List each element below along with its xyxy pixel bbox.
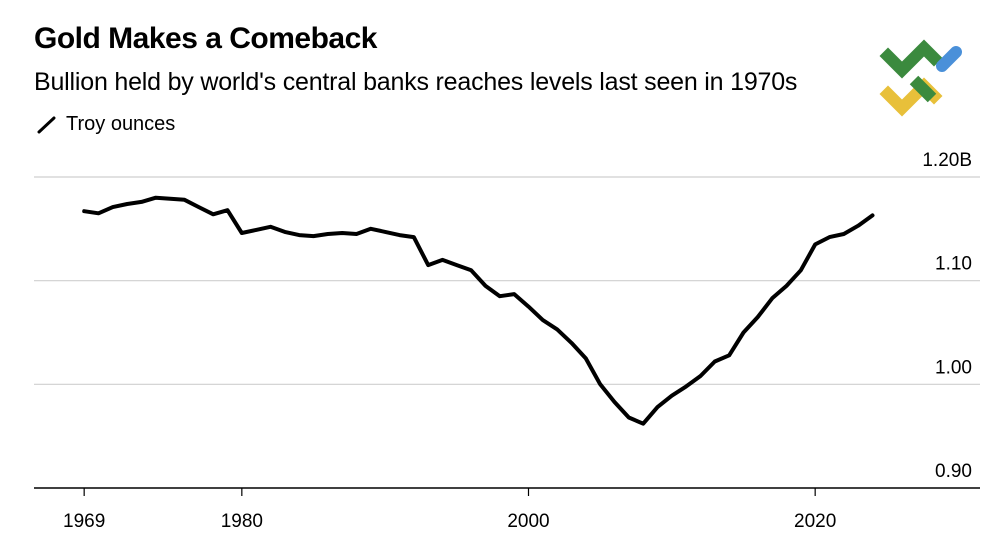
legend: Troy ounces [36,113,175,136]
chart-title: Gold Makes a Comeback [34,22,377,55]
x-tick-label: 2020 [794,511,836,532]
legend-label: Troy ounces [66,113,176,135]
legend-line-icon [37,116,56,133]
x-tick-label: 1969 [63,511,105,532]
y-tick-label: 1.20B [922,150,972,171]
chart-subtitle: Bullion held by world's central banks re… [34,68,798,96]
x-tick-label: 2000 [507,511,549,532]
y-tick-label: 1.00 [935,357,972,378]
y-tick-label: 1.10 [935,254,972,275]
x-tick-label: 1980 [221,511,263,532]
brand-logo-icon [879,39,962,117]
series-line [82,195,875,426]
y-tick-label: 0.90 [935,461,972,482]
